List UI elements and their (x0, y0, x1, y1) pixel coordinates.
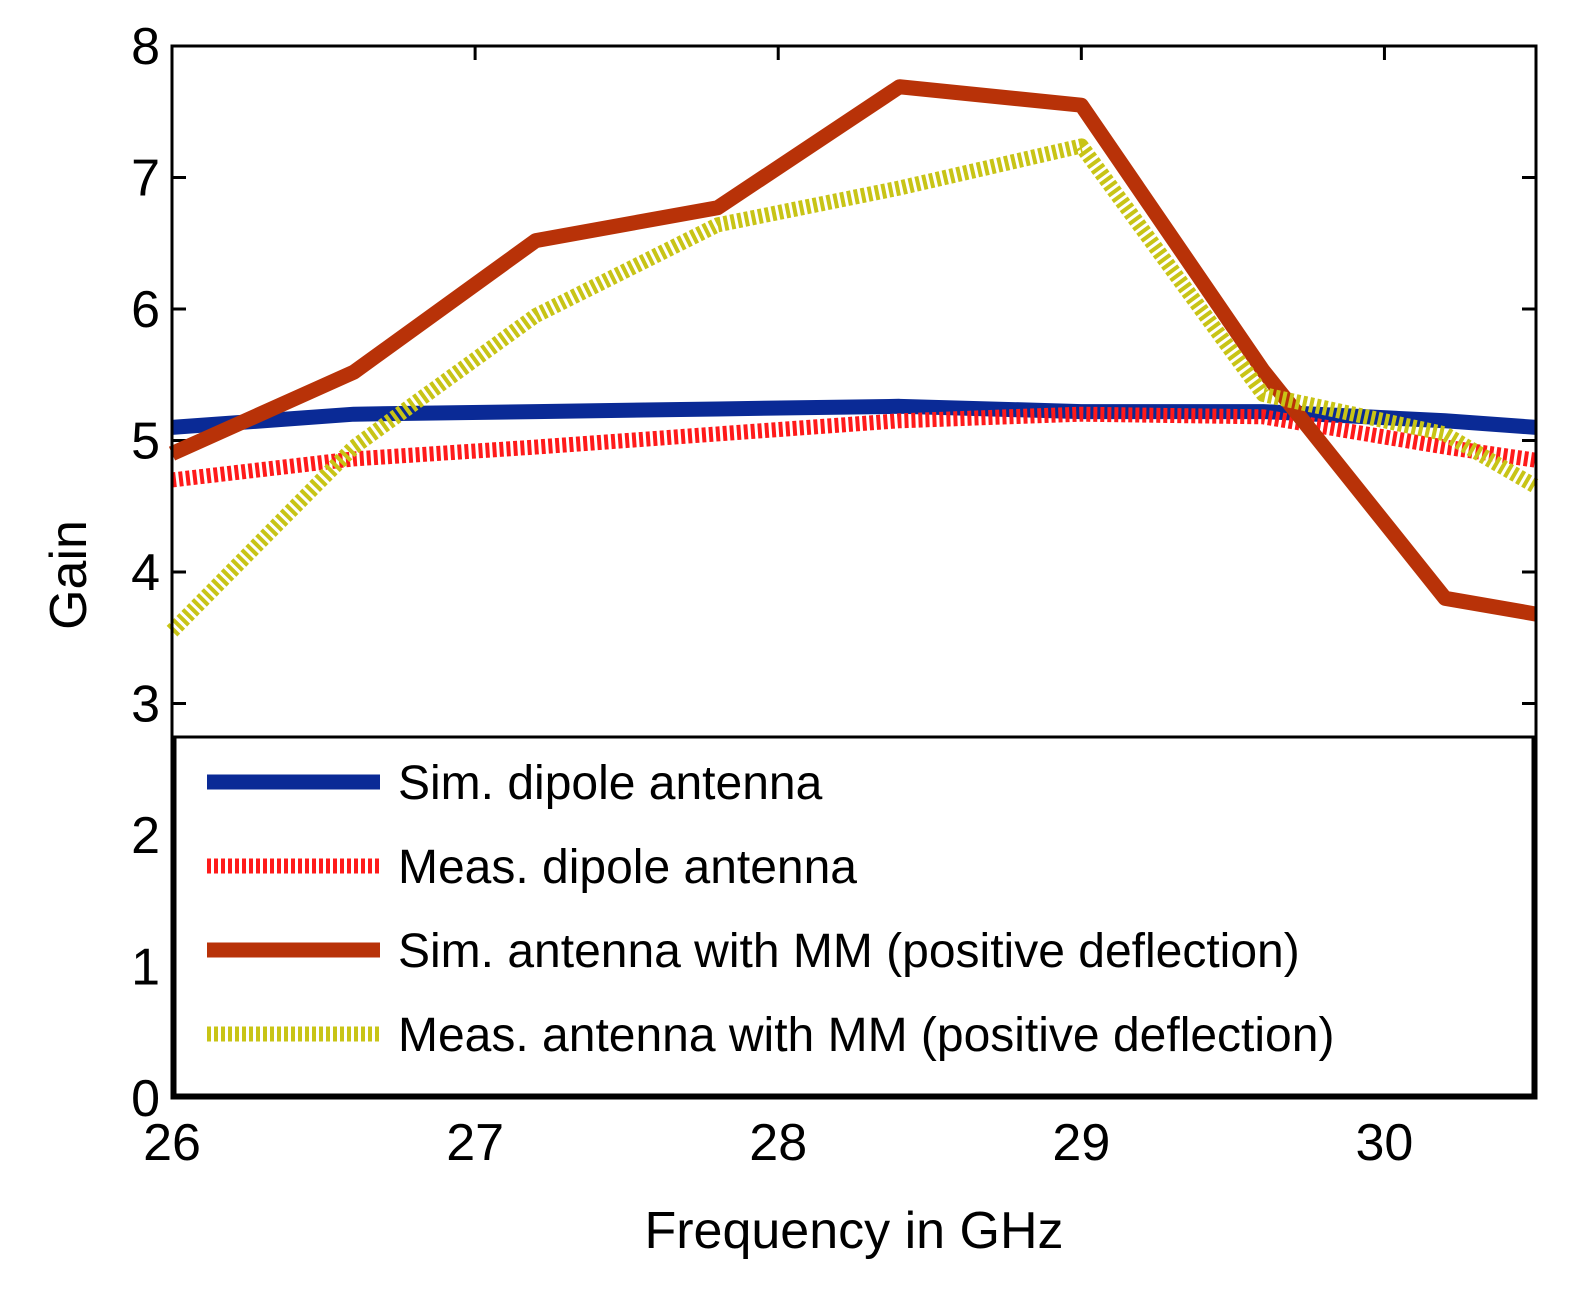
tick-labels: 26 27 28 29 30 0 1 2 3 4 5 6 7 8 (131, 18, 1413, 1172)
legend: Sim. dipole antenna Meas. dipole antenna S… (207, 757, 1334, 1062)
series-line-3 (168, 79, 1538, 622)
y-tick-label: 0 (131, 1070, 160, 1128)
plot-frame (170, 44, 1538, 1100)
y-tick-label: 1 (131, 939, 160, 997)
y-tick-label: 6 (131, 281, 160, 339)
series-line-4 (166, 138, 1540, 637)
y-tick-label: 3 (131, 676, 160, 734)
y-tick-label: 5 (131, 413, 160, 471)
x-tick-label: 28 (749, 1114, 807, 1172)
y-axis-label: Gain (40, 520, 98, 630)
x-tick-label: 26 (143, 1114, 201, 1172)
legend-label-2: Meas. dipole antenna (398, 841, 857, 894)
legend-label-1: Sim. dipole antenna (398, 757, 823, 810)
y-tick-label: 7 (131, 150, 160, 208)
legend-label-3: Sim. antenna with MM (positive deflectio… (398, 925, 1300, 978)
series-line-1 (171, 398, 1537, 435)
legend-label-4: Meas. antenna with MM (positive deflecti… (398, 1009, 1334, 1062)
series-lines (166, 79, 1540, 637)
y-tick-label: 2 (131, 807, 160, 865)
legend-box (173, 735, 1535, 1097)
series-line-2 (171, 406, 1538, 488)
y-tick-label: 4 (131, 544, 160, 602)
x-tick-label: 29 (1052, 1114, 1110, 1172)
y-tick-label: 8 (131, 18, 160, 76)
x-tick-label: 27 (446, 1114, 504, 1172)
x-axis-label: Frequency in GHz (644, 1202, 1063, 1260)
x-tick-label: 30 (1356, 1114, 1414, 1172)
